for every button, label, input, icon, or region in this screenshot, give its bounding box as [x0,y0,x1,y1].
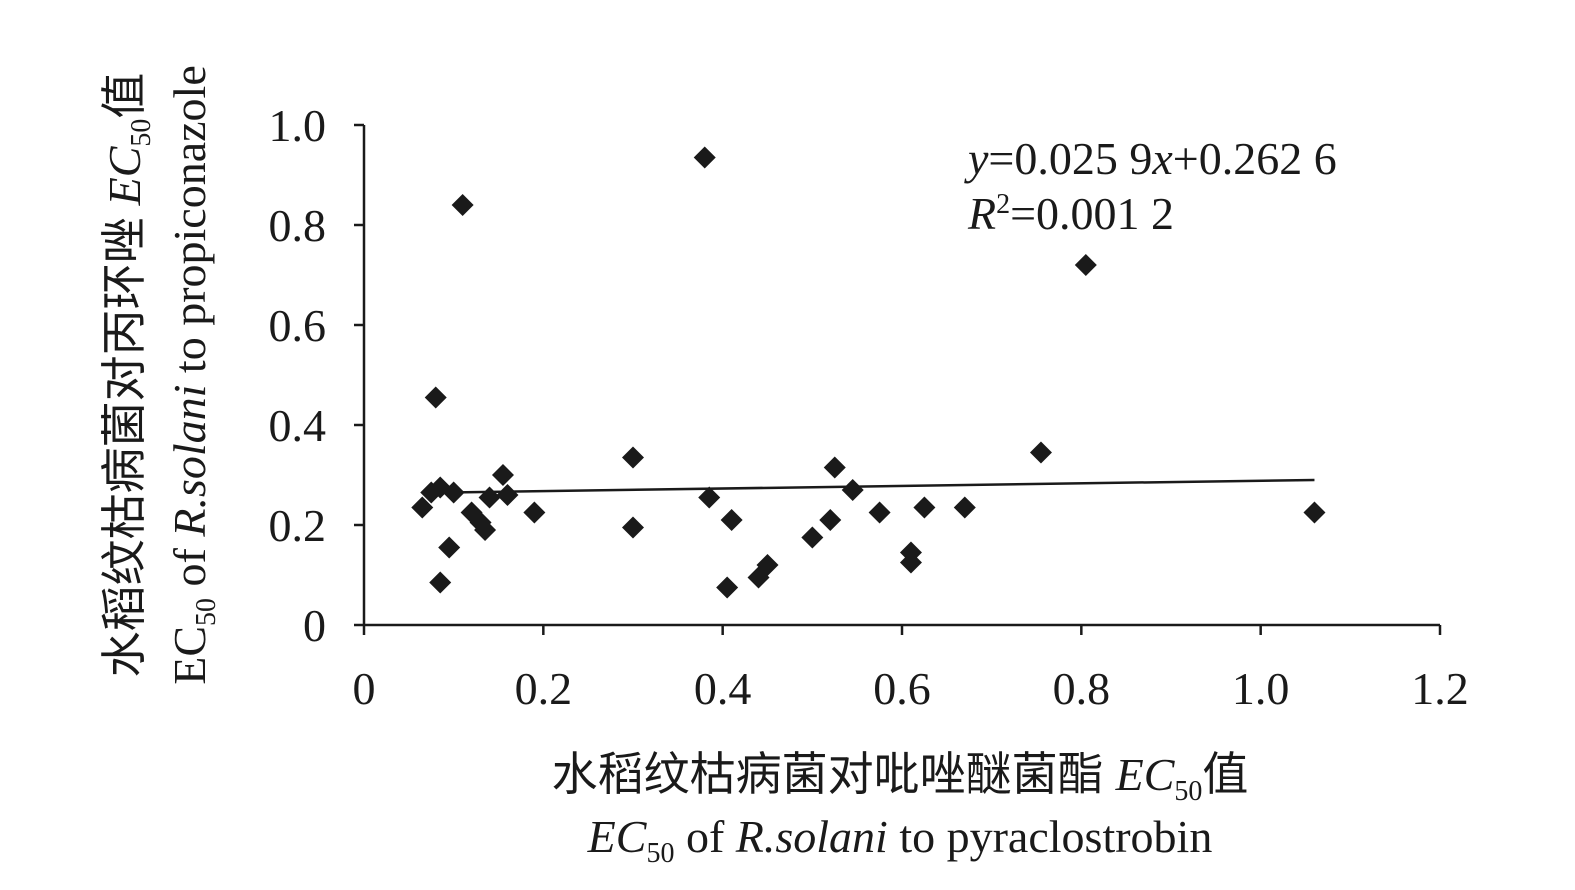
data-point [913,496,936,519]
x-tick-label: 1.0 [1232,663,1290,714]
data-point [523,501,546,524]
y-title-tail: 值 [99,73,150,119]
data-point [801,526,824,549]
y-title2-mid: of [164,537,215,598]
x-tick-label: 0.8 [1053,663,1111,714]
data-point [953,496,976,519]
y-axis-title-line2-group: EC50 of R.solani to propiconazole [164,65,222,685]
y-tick-label: 0 [303,600,326,651]
r-sup: 2 [996,189,1010,220]
y-title2-italic: R.solani [164,385,215,538]
data-point [1074,254,1097,276]
data-point [819,509,842,531]
data-point [438,536,461,559]
data-point [1303,501,1326,524]
data-point [442,481,465,504]
data-point [474,519,497,541]
data-point [899,551,922,574]
data-point [693,146,716,169]
trendline-group [422,478,1315,495]
x-title-ec: EC [1115,749,1176,800]
data-point [823,456,846,479]
y-axis-title-line1-group: 水稻纹枯病菌对丙环唑 EC50值 [99,73,157,678]
data-point [756,554,779,576]
data-point [429,571,452,594]
axes [354,123,1442,635]
x-axis-title-line2: EC50 of R.solani to pyraclostrobin [587,811,1213,869]
x-title2-ec: EC [587,811,648,862]
r-var: R [967,188,996,239]
x-title-tail: 值 [1202,749,1248,800]
data-point [1029,441,1052,464]
x-title2-mid: of [674,811,735,862]
x-title-cn: 水稻纹枯病菌对吡唑醚菌酯 [552,749,1104,800]
y-axis-title-line1: 水稻纹枯病菌对丙环唑 EC50值 [99,73,157,678]
y-title-ec: EC [99,145,150,206]
data-point [622,446,644,469]
y-tick-label: 0.2 [269,500,327,551]
y-title2-tail: to propiconazole [164,65,215,384]
x-axis-title-line1: 水稻纹枯病菌对吡唑醚菌酯 EC50值 [552,749,1249,807]
eq-x-var: x [1151,133,1173,184]
r-value: =0.001 2 [1010,188,1174,239]
y-tick-label: 0.4 [269,400,327,451]
y-tick-label: 0.8 [269,200,327,251]
y-title2-ec: EC [164,626,215,685]
y-axis-title-line2: EC50 of R.solani to propiconazole [164,65,222,685]
data-point [720,509,743,531]
data-point [424,386,447,409]
y-title2-sub: 50 [191,598,222,626]
x-title2-sub: 50 [646,838,674,869]
data-point [868,501,891,524]
data-point [841,479,864,501]
y-title-sub: 50 [126,119,157,147]
y-tick-labels: 0 0.2 0.4 0.6 0.8 1.0 [269,100,327,651]
x-tick-label: 0 [353,663,376,714]
data-point [478,486,501,509]
data-points [411,146,1326,599]
data-point [491,464,514,486]
x-tick-label: 0.4 [694,663,752,714]
trendline [422,478,1315,495]
y-tick-label: 0.6 [269,300,327,351]
r-squared: R2=0.001 2 [967,188,1174,239]
data-point [451,194,474,216]
data-point [716,576,739,599]
data-point [698,486,721,509]
eq-part2: +0.262 6 [1173,133,1337,184]
regression-equation: y=0.025 9x+0.262 6 [964,133,1337,184]
x-tick-label: 1.2 [1411,663,1469,714]
y-title-cn: 水稻纹枯病菌对丙环唑 [99,217,150,677]
x-tick-labels: 0 0.2 0.4 0.6 0.8 1.0 1.2 [353,663,1469,714]
data-point [496,484,519,506]
y-tick-label: 1.0 [269,100,327,151]
eq-y-var: y [964,133,989,184]
data-point [411,496,434,519]
data-point [622,516,644,539]
x-title2-tail: to pyraclostrobin [888,811,1213,862]
x-tick-label: 0.2 [515,663,573,714]
x-title-sub: 50 [1174,776,1202,807]
x-tick-label: 0.6 [873,663,931,714]
eq-part1: =0.025 9 [988,133,1152,184]
x-title2-italic: R.solani [735,811,888,862]
